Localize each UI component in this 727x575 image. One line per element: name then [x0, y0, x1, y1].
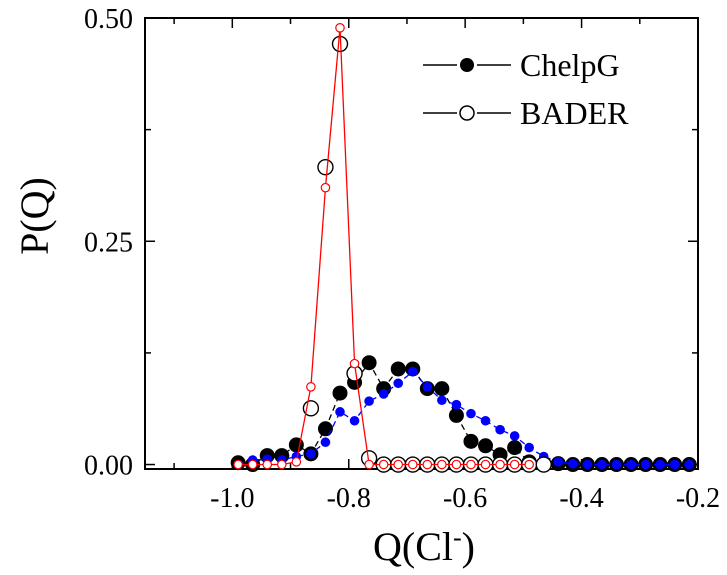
data-point: [349, 415, 360, 426]
data-point: [349, 358, 360, 369]
data-point: [524, 442, 534, 453]
data-point: [626, 459, 636, 470]
data-point: [320, 182, 331, 193]
data-point: [378, 459, 389, 470]
x-tick-label: -0.2: [676, 483, 720, 514]
x-tick-label: -0.6: [443, 483, 487, 514]
plot-border: [144, 17, 699, 470]
series-layer: [230, 23, 697, 473]
data-point: [509, 459, 520, 470]
data-point: [448, 407, 464, 423]
data-point: [451, 399, 462, 410]
data-point: [669, 459, 680, 470]
data-point: [684, 459, 695, 470]
legend: ChelpG BADER: [423, 47, 629, 131]
data-point: [390, 361, 406, 377]
data-point: [361, 355, 377, 371]
data-point: [437, 459, 447, 470]
legend-label-bader: BADER: [520, 95, 629, 131]
plot-frame: [144, 17, 699, 470]
legend-label-chelpg: ChelpG: [520, 47, 620, 83]
data-point: [480, 415, 491, 426]
y-tick-label: 0.50: [84, 4, 133, 35]
data-point: [393, 459, 404, 470]
data-point: [495, 424, 505, 435]
data-point: [466, 459, 476, 470]
data-point: [407, 459, 418, 470]
data-point: [317, 158, 334, 176]
data-point: [407, 366, 418, 377]
tick-labels: -1.0 -0.8 -0.6 -0.4 -0.2 0.00 0.25 0.50: [84, 4, 720, 514]
data-point: [437, 395, 447, 406]
y-tick-label: 0.00: [84, 451, 133, 482]
series-1: [233, 366, 695, 470]
data-point: [291, 457, 302, 467]
legend-item-bader: BADER: [423, 95, 629, 131]
data-point: [393, 378, 404, 389]
data-point: [568, 458, 578, 469]
data-point: [640, 459, 651, 470]
y-tick-label: 0.25: [84, 227, 133, 258]
data-point: [451, 459, 462, 470]
data-point: [332, 385, 348, 401]
data-point: [262, 459, 273, 470]
data-point: [655, 459, 665, 470]
x-axis-title-superscript: -: [453, 523, 462, 552]
data-point: [306, 449, 316, 459]
series-2: [302, 35, 552, 473]
data-point: [507, 440, 523, 456]
legend-marker-chelpg: [460, 58, 474, 72]
data-point: [335, 407, 345, 417]
x-axis-title-close: ): [462, 524, 475, 569]
data-point: [524, 459, 534, 470]
data-point: [597, 459, 607, 470]
data-point: [535, 456, 552, 473]
data-point: [422, 459, 433, 470]
data-point: [478, 438, 494, 454]
x-tick-label: -0.8: [327, 483, 371, 514]
data-point: [276, 459, 287, 470]
data-point: [364, 459, 374, 470]
x-axis-title: Q(Cl-): [373, 523, 475, 569]
y-axis-title: P(Q): [12, 177, 57, 255]
data-point: [233, 459, 243, 470]
data-point: [335, 23, 345, 33]
axis-ticks: [145, 17, 699, 469]
data-point: [466, 408, 476, 419]
legend-item-chelpg: ChelpG: [423, 47, 620, 83]
data-point: [288, 437, 304, 453]
data-point: [582, 459, 593, 470]
data-point: [463, 433, 479, 449]
data-point: [495, 459, 505, 470]
data-point: [317, 421, 333, 437]
data-point: [378, 389, 389, 399]
data-point: [306, 382, 316, 392]
data-point: [553, 457, 564, 467]
x-tick-label: -0.4: [559, 483, 603, 514]
legend-marker-bader: [459, 105, 475, 121]
data-point: [247, 459, 258, 470]
data-point: [434, 381, 450, 397]
data-point: [320, 437, 331, 448]
series-line-3: [238, 27, 530, 466]
data-point: [480, 459, 491, 470]
data-point: [509, 431, 520, 441]
data-point: [364, 396, 374, 406]
data-point: [422, 382, 433, 392]
x-axis-title-main: Q(Cl: [373, 524, 453, 569]
series-3: [233, 23, 534, 470]
data-point: [611, 459, 622, 470]
x-tick-label: -1.0: [210, 483, 254, 514]
